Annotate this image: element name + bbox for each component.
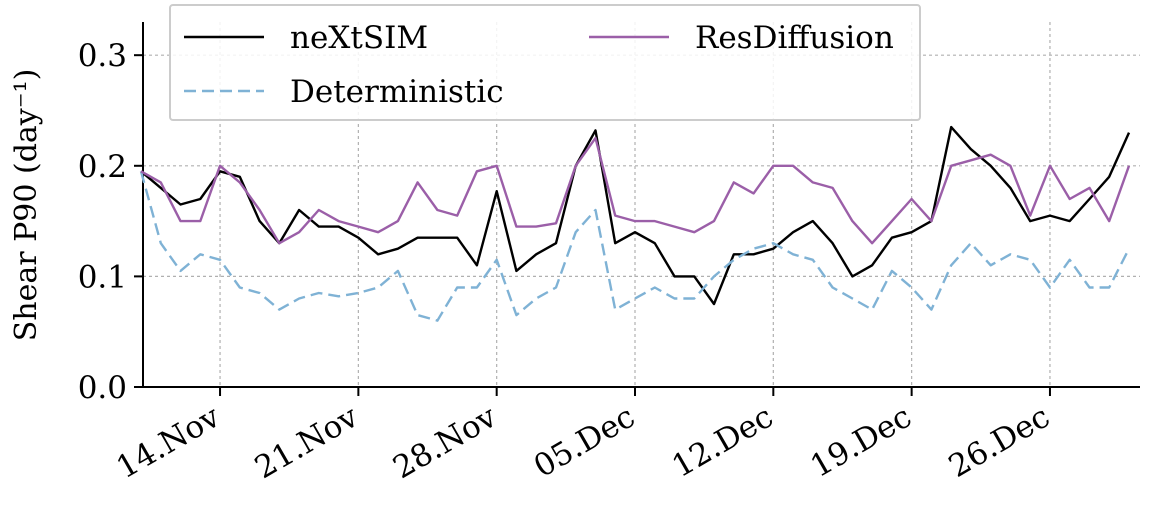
y-tick-label: 0.3 xyxy=(78,38,127,74)
series-line xyxy=(140,136,1131,245)
x-tick-label: 14.Nov xyxy=(111,399,227,487)
legend-label: neXtSIM xyxy=(290,20,428,56)
legend-label: ResDiffusion xyxy=(695,20,894,56)
legend-frame xyxy=(169,4,921,121)
series-line xyxy=(140,125,1131,306)
x-tick-label: 28.Nov xyxy=(387,399,503,487)
x-tick-label: 12.Dec xyxy=(666,399,779,485)
x-tick-label: 26.Dec xyxy=(943,399,1056,485)
y-tick-label: 0.0 xyxy=(78,370,127,406)
y-tick-label: 0.2 xyxy=(78,149,127,185)
y-axis-label: Shear P90 (day⁻¹) xyxy=(9,69,44,342)
x-tick-label: 05.Dec xyxy=(528,399,641,485)
y-tick-label: 0.1 xyxy=(78,259,127,295)
x-tick-label: 19.Dec xyxy=(804,399,917,485)
x-tick-label: 21.Nov xyxy=(249,399,365,487)
legend-label: Deterministic xyxy=(290,74,504,110)
series-line xyxy=(139,170,1131,322)
